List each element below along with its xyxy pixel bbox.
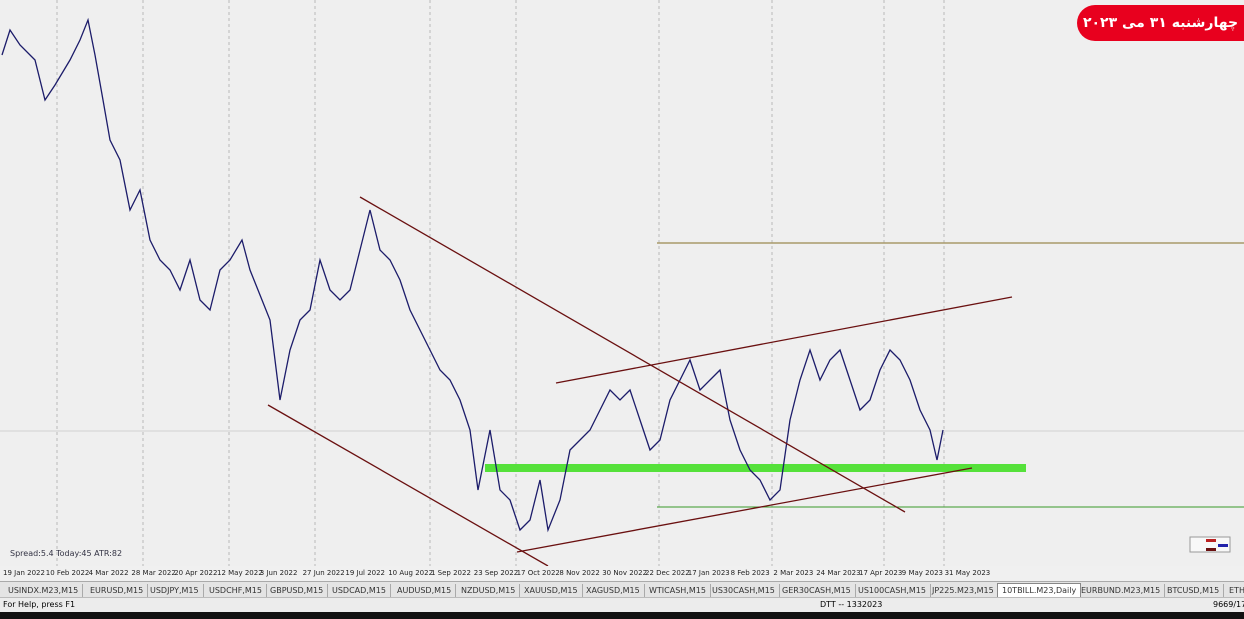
taskbar [0, 612, 1244, 619]
chart-tab[interactable]: USDCAD,M15 [328, 584, 391, 597]
date-label: 20 Apr 2022 [174, 569, 218, 577]
date-label: 23 Sep 2022 [473, 569, 519, 577]
status-bar: For Help, press F1 DTT -- 1332023 9669/1… [0, 597, 1244, 612]
date-label: 9 May 2023 [901, 569, 943, 577]
chart-tab[interactable]: GBPUSD,M15 [266, 584, 329, 597]
date-label: 30 Nov 2022 [602, 569, 648, 577]
chart-tab[interactable]: USDJPY,M15 [146, 584, 204, 597]
date-label: 10 Aug 2022 [388, 569, 434, 577]
chart-tab[interactable]: XAGUSD,M15 [582, 584, 645, 597]
date-label: 31 May 2023 [944, 569, 991, 577]
chart-tab[interactable]: NZDUSD,M15 [457, 584, 521, 597]
traffic: 9669/17 [1213, 600, 1244, 609]
profile: DTT -- 1332023 [820, 600, 883, 609]
chart-tab[interactable]: AUDUSD,M15 [393, 584, 457, 597]
date-label: 3 Jun 2022 [259, 569, 298, 577]
price-path [1, 17, 944, 533]
chart-tab[interactable]: BTCUSD,M15 [1163, 584, 1225, 597]
help-text: For Help, press F1 [3, 600, 76, 609]
chart-tab[interactable]: US100CASH,M15 [854, 584, 931, 597]
date-label: 12 May 2022 [217, 569, 263, 577]
date-label: 19 Jan 2022 [3, 569, 45, 577]
chart-tab[interactable]: JP225.M23,M15 [928, 584, 999, 597]
chart [0, 0, 1244, 566]
chart-tab[interactable]: EURBUND.M23,M15 [1077, 584, 1166, 597]
chart-tab[interactable]: EURUSD,M15 [86, 584, 149, 597]
date-label: 22 Dec 2022 [645, 569, 690, 577]
date-label: 1 Sep 2022 [431, 569, 471, 577]
trend-lines [267, 196, 1013, 566]
date-label: 4 Mar 2022 [88, 569, 129, 577]
date-label: 8 Feb 2023 [730, 569, 770, 577]
date-label: 28 Mar 2022 [131, 569, 176, 577]
date-label: 27 Jun 2022 [302, 569, 345, 577]
date-label: 10 Feb 2022 [45, 569, 90, 577]
date-axis: 19 Jan 2022 10 Feb 2022 4 Mar 2022 28 Mar 2… [0, 566, 1244, 581]
chart-tab[interactable]: 10TBILL.M23,Daily [997, 583, 1082, 598]
date-badge: چهارشنبه ۳۱ می ۲۰۲۳ [1077, 5, 1244, 41]
date-label: 24 Mar 2023 [816, 569, 861, 577]
chart-tab[interactable]: US30CASH,M15 [708, 584, 780, 597]
chart-tab[interactable]: WTICASH,M15 [645, 584, 711, 597]
tab-bar: USINDX.M23,M15 EURUSD,M15 USDJPY,M15 USDCHF… [0, 581, 1244, 598]
chart-tab[interactable]: XAUUSD,M15 [520, 584, 583, 597]
chart-tab[interactable]: USINDX.M23,M15 [4, 584, 84, 597]
indicator: Spread:5.4 Today:45 ATR:82 [10, 549, 123, 558]
chart-tab[interactable]: USDCHF,M15 [205, 584, 267, 597]
chart-tab[interactable]: GER30CASH,M15 [778, 584, 856, 597]
date-label: 19 Jul 2022 [345, 569, 386, 577]
date-label: 8 Nov 2022 [559, 569, 600, 577]
support-zone [485, 464, 1026, 472]
chart-tab[interactable]: ETH [1225, 584, 1244, 597]
date-label: 17 Apr 2023 [859, 569, 903, 577]
date-label: 17 Jan 2023 [687, 569, 730, 577]
date-label: 2 Mar 2023 [773, 569, 814, 577]
chart-bg [0, 0, 1244, 566]
icon [1189, 536, 1231, 553]
date-label: 17 Oct 2022 [516, 569, 560, 577]
